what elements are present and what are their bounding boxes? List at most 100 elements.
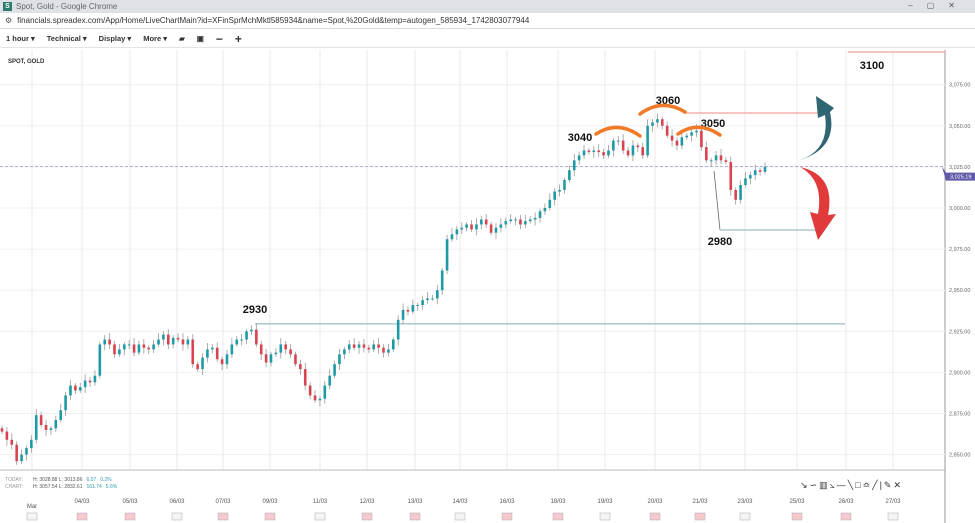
candle-up [538, 211, 542, 218]
app-logo-icon: S [3, 2, 12, 11]
candle-up [543, 208, 547, 212]
candle-up [709, 160, 713, 162]
drawing-tools[interactable]: ↘∽▥⦣—╲□≏╱|✎✕ [800, 480, 903, 490]
candle-up [421, 300, 424, 305]
today-low: L: 3013.86 [58, 477, 83, 483]
x-tick-label: 26/03 [838, 499, 854, 505]
candle-up [279, 344, 283, 353]
candle-down [142, 344, 146, 348]
candle-down [729, 161, 733, 190]
x-tick-label: 09/03 [262, 499, 278, 505]
candle-up [572, 160, 576, 171]
candle-up [431, 298, 434, 300]
candle-down [367, 347, 371, 350]
today-change: 6.07 [86, 477, 97, 483]
candle-up [450, 234, 454, 240]
candle-up [20, 454, 23, 462]
pointer-line-2980 [713, 170, 721, 231]
candle-up [30, 439, 33, 449]
annotation-arc [638, 103, 687, 116]
candle-up [357, 344, 361, 348]
x-tick-label: 16/03 [499, 499, 515, 505]
interval-dropdown[interactable]: 1 hour ▾ [6, 34, 35, 43]
zoom-in-icon[interactable]: + [234, 31, 242, 46]
calendar-flag-icon [171, 512, 183, 521]
candle-up [225, 354, 229, 365]
candle-down [215, 347, 219, 360]
candle-up [137, 344, 141, 353]
y-tick-label: 3,050.00 [949, 124, 970, 130]
candle-up [426, 298, 429, 301]
address-bar[interactable]: ⚙ financials.spreadex.com/App/Home/LiveC… [0, 13, 975, 29]
candle-up [64, 395, 67, 411]
candle-up [162, 334, 165, 340]
y-tick-label: 2,850.00 [949, 453, 970, 459]
candle-up [206, 349, 209, 358]
calendar-flag-icon [887, 512, 899, 521]
x-tick-label: 12/03 [359, 499, 375, 505]
candle-up [690, 132, 693, 136]
candle-up [499, 224, 503, 228]
candle-up [338, 354, 341, 365]
candle-up [480, 219, 483, 225]
candle-up [577, 155, 581, 161]
x-tick-label: 23/03 [737, 499, 753, 505]
calendar-flag-icon [409, 512, 421, 521]
x-tick-label: 25/03 [789, 499, 805, 505]
candle-down [362, 344, 366, 348]
x-tick-label: 07/03 [215, 499, 231, 505]
more-dropdown[interactable]: More ▾ [143, 34, 167, 43]
candle-up [127, 344, 131, 346]
candle-up [524, 221, 527, 225]
candle-up [201, 357, 204, 370]
candle-up [171, 337, 175, 345]
arrow-down-icon [800, 167, 836, 240]
x-tick-label: 13/03 [407, 499, 423, 505]
chart-change: 161.74 [86, 484, 102, 490]
candle-down [734, 189, 737, 200]
candle-up [333, 364, 336, 376]
candle-up [763, 166, 767, 172]
candle-up [616, 140, 620, 142]
save-icon[interactable]: ▣ [196, 34, 204, 43]
candle-up [514, 219, 517, 221]
candlestick-chart[interactable]: Mar 04/03 05/03 06/03 07/03 09/03 11/03 12/03 13… [0, 48, 975, 523]
y-tick-label: 2,900.00 [949, 370, 970, 376]
y-tick-label: 2,950.00 [949, 288, 970, 294]
candle-up [749, 175, 752, 179]
calendar-flag-icon [217, 512, 229, 521]
window-controls[interactable]: –▢✕ [908, 1, 969, 10]
url-text[interactable]: financials.spreadex.com/App/Home/LiveCha… [17, 16, 530, 25]
site-settings-icon[interactable]: ⚙ [5, 16, 13, 25]
today-label: TODAY: [5, 477, 23, 483]
candle-down [132, 344, 136, 353]
candle-down [191, 339, 195, 365]
zoom-out-icon[interactable]: − [215, 31, 223, 46]
candle-up [504, 221, 508, 225]
candle-down [382, 347, 385, 353]
x-tick-label: 04/03 [74, 499, 90, 505]
chart-toolbar: 1 hour ▾ Technical ▾ Display ▾ More ▾ ▰ … [0, 30, 975, 48]
candle-up [582, 150, 586, 156]
candle-up [235, 339, 239, 345]
open-folder-icon[interactable]: ▰ [178, 34, 185, 43]
technical-dropdown[interactable]: Technical ▾ [46, 34, 87, 43]
candle-down [176, 337, 180, 340]
annotation-arc [676, 125, 722, 137]
x-tick-label: 06/03 [169, 499, 185, 505]
candle-up [318, 398, 322, 401]
calendar-flag-icon [454, 512, 466, 521]
display-dropdown[interactable]: Display ▾ [98, 34, 132, 43]
candle-up [739, 184, 742, 200]
candle-up [612, 140, 615, 151]
candle-up [54, 420, 58, 429]
candle-down [0, 428, 4, 432]
y-tick-label: 2,975.00 [949, 247, 970, 253]
y-tick-label: 2,925.00 [949, 329, 970, 335]
annotation-label: 3100 [860, 60, 884, 72]
candle-down [719, 155, 723, 161]
candle-down [74, 385, 77, 391]
calendar-flag-icon [264, 512, 276, 521]
candle-down [484, 219, 488, 225]
y-tick-label: 2,875.00 [949, 412, 970, 418]
